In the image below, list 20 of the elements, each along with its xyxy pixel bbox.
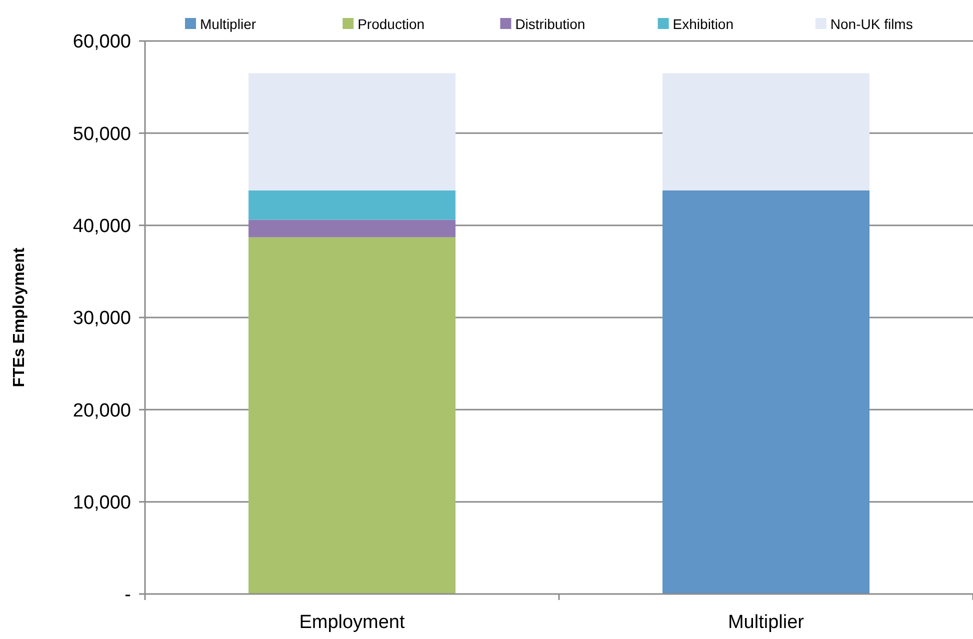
y-tick-label: - xyxy=(124,584,131,606)
bar xyxy=(248,190,456,220)
legend-label: Multiplier xyxy=(200,16,256,32)
bar xyxy=(248,237,456,594)
y-tick-label: 60,000 xyxy=(72,32,131,53)
legend-label: Non-UK films xyxy=(830,16,913,32)
y-tick-label: 10,000 xyxy=(72,492,131,514)
legend-label: Production xyxy=(358,16,425,32)
bar xyxy=(248,220,456,238)
x-tick-label: Employment xyxy=(299,612,406,633)
y-tick-label: 20,000 xyxy=(72,400,131,422)
bar xyxy=(662,73,870,190)
y-tick-label: 40,000 xyxy=(72,216,131,237)
legend-label: Distribution xyxy=(515,16,586,32)
bar xyxy=(662,190,870,594)
y-tick-label: 30,000 xyxy=(72,308,131,330)
legend-label: Exhibition xyxy=(672,16,734,32)
y-tick-label: 50,000 xyxy=(72,124,131,145)
y-axis-title: FTEs Employment xyxy=(11,247,28,388)
bar xyxy=(248,73,456,190)
